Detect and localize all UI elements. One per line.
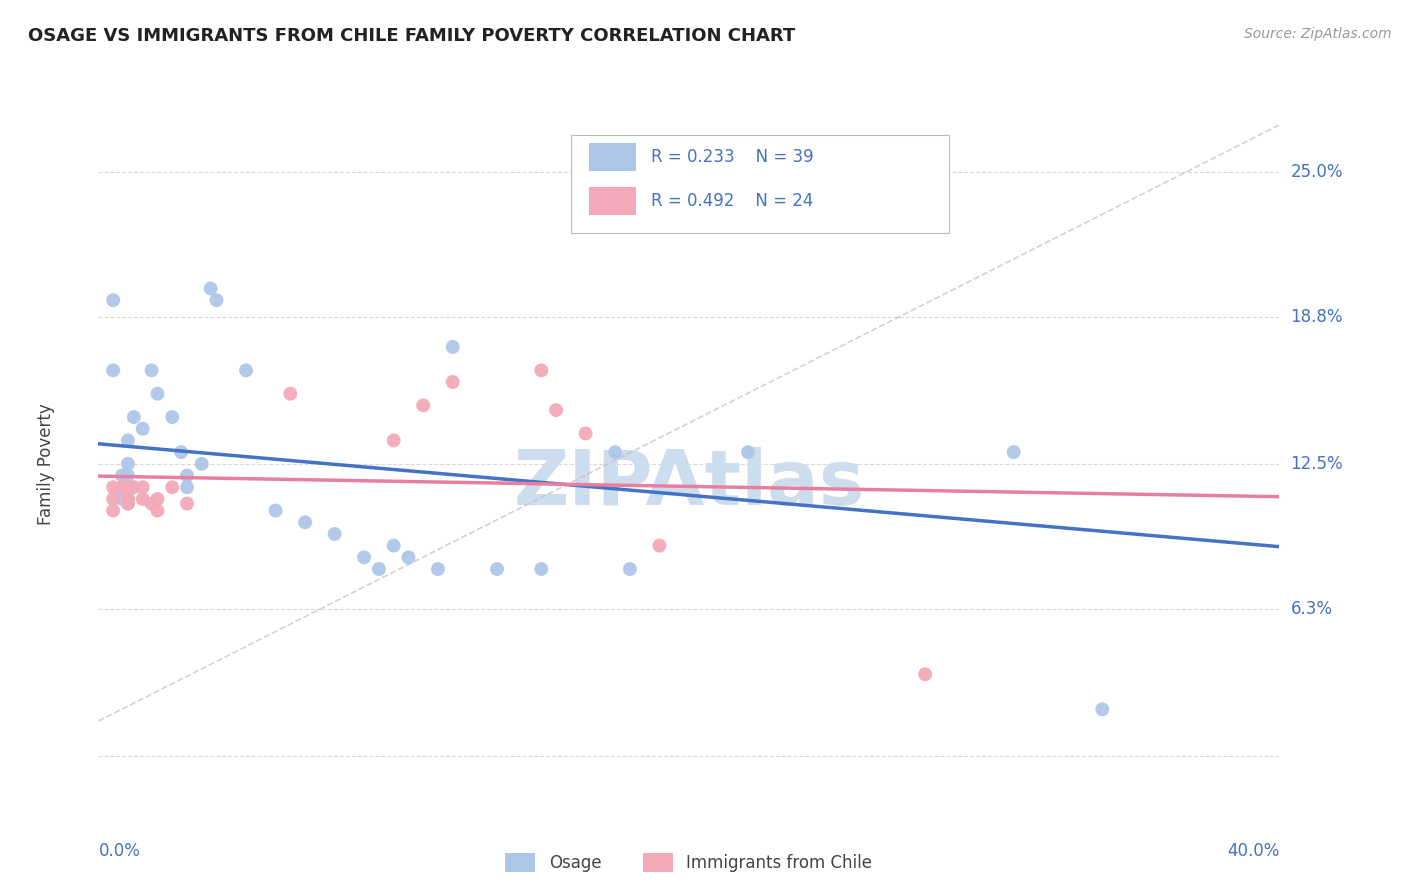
Point [382, 539, 405, 553]
Point [544, 403, 567, 417]
Point [264, 503, 287, 517]
Point [141, 363, 163, 377]
Point [103, 293, 125, 308]
Point [382, 434, 405, 448]
Text: 40.0%: 40.0% [1227, 842, 1279, 860]
Point [441, 340, 464, 354]
Point [111, 491, 134, 506]
Point [176, 497, 198, 511]
Point [103, 480, 125, 494]
Point [176, 468, 198, 483]
Point [117, 497, 139, 511]
Text: R = 0.233    N = 39: R = 0.233 N = 39 [651, 148, 814, 166]
Point [648, 539, 671, 553]
Point [111, 468, 134, 483]
Text: 25.0%: 25.0% [1291, 162, 1343, 181]
Text: Source: ZipAtlas.com: Source: ZipAtlas.com [1244, 27, 1392, 41]
Point [146, 386, 169, 401]
Point [191, 457, 214, 471]
Legend: Osage, Immigrants from Chile: Osage, Immigrants from Chile [506, 853, 872, 872]
Point [146, 491, 169, 506]
Point [914, 667, 936, 681]
Point [278, 386, 302, 401]
Text: Family Poverty: Family Poverty [37, 403, 55, 524]
Text: OSAGE VS IMMIGRANTS FROM CHILE FAMILY POVERTY CORRELATION CHART: OSAGE VS IMMIGRANTS FROM CHILE FAMILY PO… [28, 27, 796, 45]
Point [132, 480, 155, 494]
Point [427, 562, 450, 576]
Point [368, 562, 391, 576]
Text: ZIPAtlas: ZIPAtlas [513, 447, 865, 521]
Point [737, 445, 759, 459]
Point [170, 445, 193, 459]
Point [117, 491, 139, 506]
Point [574, 426, 596, 441]
Point [396, 550, 419, 565]
Point [1091, 702, 1114, 716]
Point [530, 562, 553, 576]
Text: 6.3%: 6.3% [1291, 599, 1333, 618]
Point [117, 491, 139, 506]
Point [117, 480, 139, 494]
FancyBboxPatch shape [589, 143, 636, 171]
Point [162, 480, 183, 494]
Point [605, 445, 627, 459]
Text: R = 0.492    N = 24: R = 0.492 N = 24 [651, 192, 814, 210]
Point [412, 398, 434, 412]
Point [103, 503, 125, 517]
Text: 18.8%: 18.8% [1291, 308, 1343, 326]
Point [200, 281, 222, 295]
Point [235, 363, 257, 377]
Point [132, 491, 155, 506]
Point [111, 480, 134, 494]
Point [530, 363, 553, 377]
Point [117, 497, 139, 511]
FancyBboxPatch shape [571, 135, 949, 234]
Point [162, 410, 183, 425]
Point [117, 457, 139, 471]
Point [111, 480, 134, 494]
Point [353, 550, 375, 565]
Point [294, 516, 316, 530]
Text: 12.5%: 12.5% [1291, 455, 1343, 473]
Point [141, 497, 163, 511]
Point [1002, 445, 1025, 459]
Point [122, 410, 145, 425]
Point [117, 434, 139, 448]
Point [132, 422, 155, 436]
Point [117, 468, 139, 483]
Point [869, 177, 891, 191]
Point [176, 480, 198, 494]
Point [117, 480, 139, 494]
Point [486, 562, 509, 576]
Point [146, 503, 169, 517]
Point [323, 527, 346, 541]
Point [619, 562, 641, 576]
Point [205, 293, 228, 308]
Point [103, 491, 125, 506]
FancyBboxPatch shape [589, 186, 636, 215]
Point [103, 363, 125, 377]
Point [441, 375, 464, 389]
Text: 0.0%: 0.0% [98, 842, 141, 860]
Point [122, 480, 145, 494]
